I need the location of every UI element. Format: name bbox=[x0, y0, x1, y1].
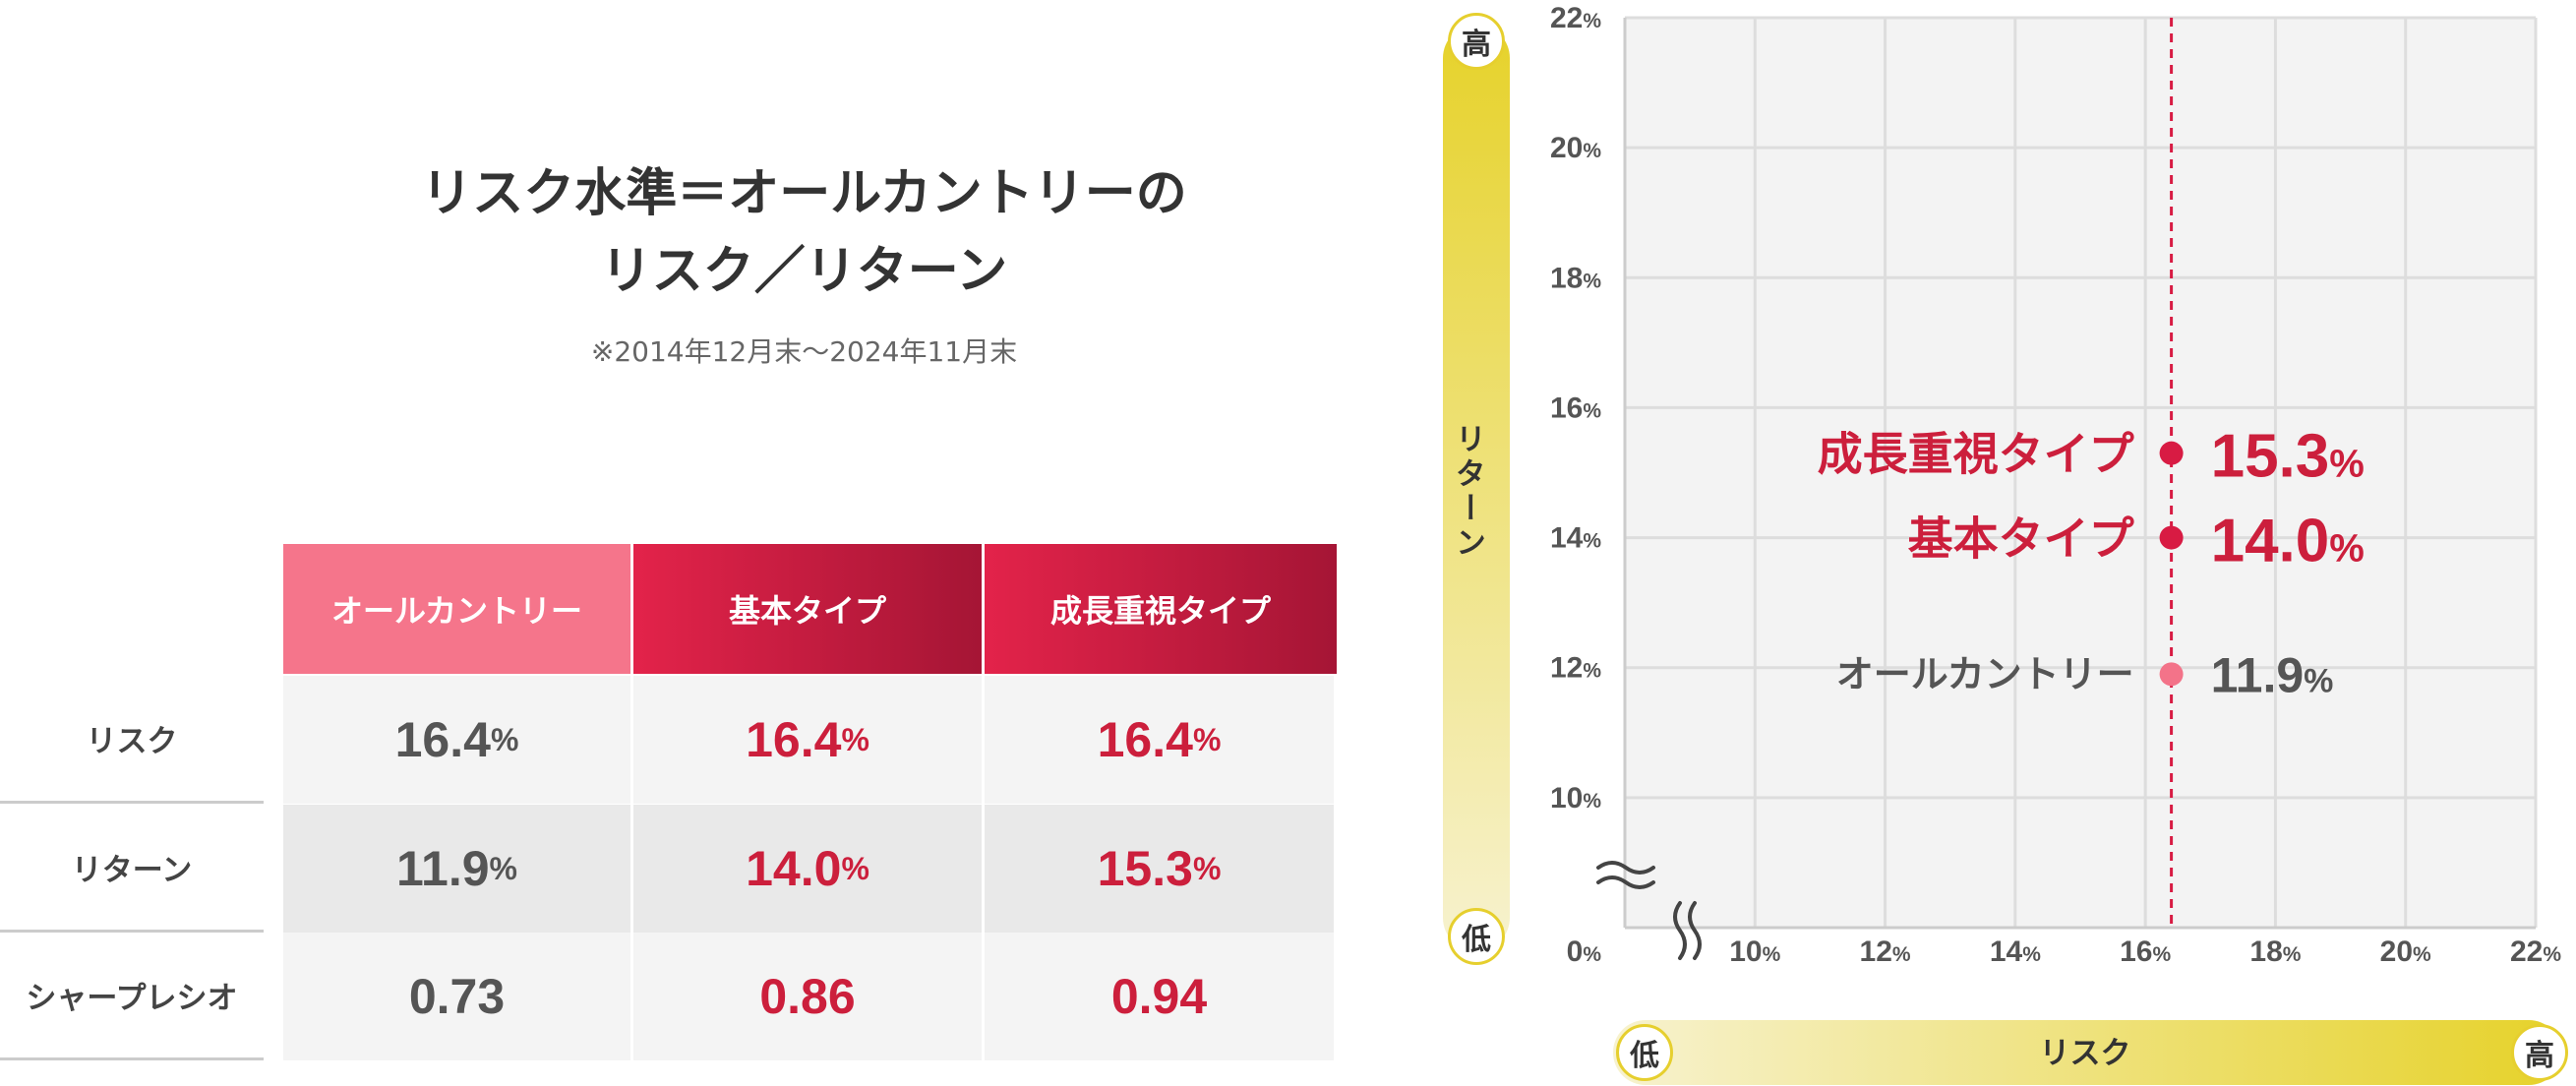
y-tick-label: 22% bbox=[1550, 2, 1601, 34]
point-value-label: 11.9% bbox=[2211, 647, 2334, 702]
y-axis-gradient-bar bbox=[1443, 25, 1510, 951]
cell-value: 0.86 bbox=[759, 969, 856, 1024]
y-high-marker: 高 bbox=[1448, 13, 1505, 70]
x-axis-title: リスク bbox=[2039, 1036, 2131, 1071]
x-tick-label: 22% bbox=[2510, 935, 2561, 968]
x-low-marker: 低 bbox=[1616, 1024, 1673, 1081]
table-cell: 0.86 bbox=[633, 933, 985, 1060]
header-basic: 基本タイプ bbox=[633, 544, 982, 674]
y-tick-label: 12% bbox=[1550, 652, 1601, 685]
data-point bbox=[2159, 662, 2184, 687]
table-cell: 0.73 bbox=[283, 933, 633, 1060]
x-tick-label: 18% bbox=[2249, 935, 2301, 968]
data-points: 成長重視タイプ 15.3% 基本タイプ 14.0% オールカントリー 11.9% bbox=[1818, 423, 2365, 703]
table-cell: 14.0% bbox=[633, 805, 985, 933]
cell-unit: % bbox=[490, 721, 519, 757]
row-label: シャープレシオ bbox=[0, 933, 264, 1060]
x-tick-label: 16% bbox=[2120, 935, 2171, 968]
table-cell: 16.4% bbox=[985, 676, 1337, 804]
x-tick-label: 20% bbox=[2380, 935, 2431, 968]
row-label: リスク bbox=[0, 676, 264, 804]
y-low-marker: 低 bbox=[1448, 908, 1505, 965]
row-label: リターン bbox=[0, 805, 264, 933]
x-high-marker: 高 bbox=[2511, 1024, 2568, 1081]
data-point bbox=[2159, 525, 2184, 550]
point-name-label: 基本タイプ bbox=[1908, 513, 2134, 566]
cell-value: 0.94 bbox=[1110, 969, 1208, 1024]
tick-labels: 0% 10% 12% 14% 16% 18% 20% 22% 10% 12% 14% 16% 18% 20… bbox=[1550, 2, 2561, 968]
header-allcountry: オールカントリー bbox=[283, 544, 630, 674]
table-cell: 11.9% bbox=[283, 805, 633, 933]
cell-value: 16.4 bbox=[394, 712, 491, 767]
table-cell: 16.4% bbox=[283, 676, 633, 804]
y-tick-label: 14% bbox=[1550, 522, 1601, 555]
point-name-label: オールカントリー bbox=[1836, 652, 2134, 695]
period-note: ※2014年12月末〜2024年11月末 bbox=[590, 335, 1018, 368]
cell-value: 11.9 bbox=[395, 841, 490, 896]
title-line-1: リスク水準＝オールカントリーの bbox=[421, 164, 1187, 223]
cell-value: 15.3 bbox=[1097, 841, 1193, 896]
cell-value: 14.0 bbox=[746, 841, 842, 896]
title-line-2: リスク／リターン bbox=[600, 242, 1008, 301]
point-name-label: 成長重視タイプ bbox=[1818, 428, 2134, 481]
x-axis-gradient-bar bbox=[1613, 1020, 2561, 1085]
table-cell: 16.4% bbox=[633, 676, 985, 804]
cell-unit: % bbox=[841, 721, 869, 757]
axes-lines bbox=[1623, 18, 2536, 930]
table-cell: 15.3% bbox=[985, 805, 1337, 933]
cell-value: 16.4 bbox=[1097, 712, 1193, 767]
table-cell: 0.94 bbox=[985, 933, 1337, 1060]
cell-unit: % bbox=[1192, 850, 1222, 886]
x-tick-label: 14% bbox=[1990, 935, 2041, 968]
x-axis-break-mark bbox=[1673, 901, 1702, 960]
cell-value: 16.4 bbox=[746, 712, 842, 767]
cell-unit: % bbox=[489, 850, 517, 886]
y-axis-title: リターン bbox=[1450, 423, 1485, 561]
x-tick-label: 10% bbox=[1729, 935, 1780, 968]
data-point bbox=[2159, 441, 2184, 465]
header-growth: 成長重視タイプ bbox=[985, 544, 1337, 674]
cell-value: 0.73 bbox=[408, 969, 506, 1024]
y-tick-label: 0% bbox=[1567, 935, 1602, 968]
x-tick-label: 12% bbox=[1860, 935, 1911, 968]
point-value-label: 14.0% bbox=[2211, 508, 2365, 575]
grid-lines bbox=[1625, 16, 2538, 928]
page-title: リスク水準＝オールカントリーの リスク／リターン bbox=[275, 155, 1333, 311]
point-value-label: 15.3% bbox=[2211, 423, 2365, 491]
cell-unit: % bbox=[1192, 721, 1222, 757]
cell-unit: % bbox=[841, 850, 869, 886]
y-tick-label: 20% bbox=[1550, 132, 1601, 164]
y-tick-label: 16% bbox=[1550, 392, 1601, 424]
y-axis-break-mark bbox=[1596, 861, 1655, 889]
y-tick-label: 18% bbox=[1550, 262, 1601, 294]
y-tick-label: 10% bbox=[1550, 782, 1601, 814]
plot-area bbox=[1625, 18, 2536, 928]
